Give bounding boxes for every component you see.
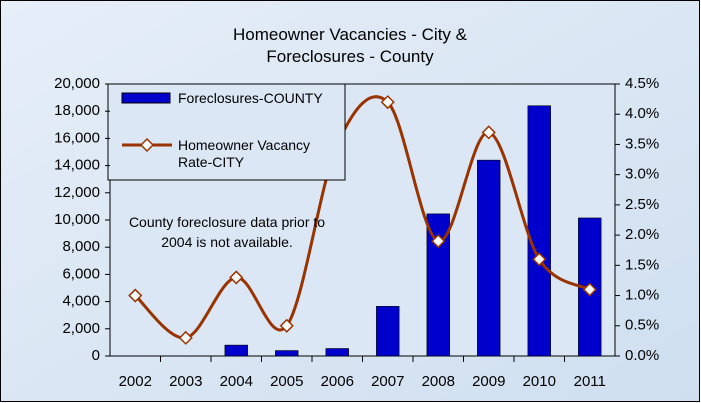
x-tick-label: 2009 <box>472 373 505 390</box>
y-tick-label: 0 <box>92 347 100 364</box>
marker <box>178 330 193 345</box>
y-tick-label: 16,000 <box>54 129 100 146</box>
y-tick-label: 18,000 <box>54 102 100 119</box>
y2-tick-label: 1.0% <box>625 287 659 304</box>
marker <box>279 318 294 333</box>
bar <box>426 213 450 357</box>
x-tick-label: 2010 <box>523 373 556 390</box>
y2-tick-label: 0.5% <box>625 317 659 334</box>
marker <box>532 252 547 267</box>
y2-tick-label: 4.5% <box>625 75 659 92</box>
bar <box>527 105 551 357</box>
x-tick-label: 2006 <box>321 373 354 390</box>
x-tick-label: 2008 <box>422 373 455 390</box>
bar <box>477 159 501 357</box>
annotation: County foreclosure data prior to 2004 is… <box>128 214 326 250</box>
y-tick-label: 6,000 <box>62 265 100 282</box>
marker <box>229 270 244 285</box>
bar <box>275 350 299 357</box>
y-tick-label: 8,000 <box>62 238 100 255</box>
bar <box>325 348 349 357</box>
y2-tick-label: 0.0% <box>625 347 659 364</box>
legend-label: Homeowner Vacancy Rate-CITY <box>178 137 311 170</box>
x-tick-label: 2003 <box>169 373 202 390</box>
bar <box>224 344 248 357</box>
marker <box>481 125 496 140</box>
y2-tick-label: 2.5% <box>625 196 659 213</box>
x-tick-label: 2002 <box>119 373 152 390</box>
line <box>134 95 591 340</box>
marker <box>380 95 395 110</box>
y-tick-label: 12,000 <box>54 184 100 201</box>
y-tick-label: 4,000 <box>62 293 100 310</box>
chart-title: Homeowner Vacancies - City & Foreclosure… <box>233 25 467 66</box>
x-tick-label: 2005 <box>270 373 303 390</box>
legend-swatch-marker <box>139 137 155 153</box>
x-tick-label: 2004 <box>220 373 253 390</box>
marker <box>128 288 143 303</box>
marker <box>582 282 597 297</box>
y-tick-label: 14,000 <box>54 157 100 174</box>
x-tick-label: 2011 <box>574 373 606 390</box>
legend-label: Foreclosures-COUNTY <box>178 90 323 106</box>
y2-tick-label: 3.5% <box>625 135 659 152</box>
legend-swatch-bar <box>121 92 171 104</box>
y-tick-label: 10,000 <box>54 211 100 228</box>
y2-tick-label: 2.0% <box>625 226 659 243</box>
x-tick-label: 2007 <box>371 373 404 390</box>
bar <box>376 306 400 357</box>
y-tick-label: 20,000 <box>54 75 100 92</box>
y-tick-label: 2,000 <box>62 320 100 337</box>
y2-tick-label: 4.0% <box>625 105 659 122</box>
marks <box>128 95 602 357</box>
marker <box>431 234 446 249</box>
y2-tick-label: 1.5% <box>625 256 659 273</box>
y2-tick-label: 3.0% <box>625 166 659 183</box>
